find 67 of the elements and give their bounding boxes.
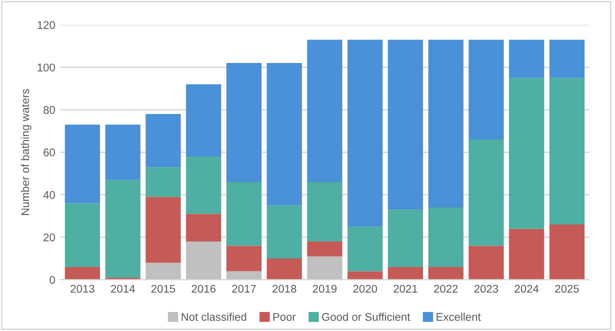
bar <box>105 180 140 278</box>
bar <box>226 246 262 272</box>
x-tick-label: 2024 <box>514 284 539 293</box>
bar <box>146 196 181 263</box>
legend-label: Good or Sufficient <box>322 312 410 321</box>
bar <box>105 124 140 180</box>
x-tick-label: 2025 <box>555 284 579 293</box>
y-tick-label: 120 <box>38 21 55 29</box>
x-tick-label: 2023 <box>474 284 498 293</box>
bar <box>266 205 302 258</box>
legend-label: Poor <box>273 313 296 321</box>
bar <box>186 241 222 280</box>
x-tick-label: 2013 <box>70 284 94 293</box>
bar <box>226 63 262 182</box>
y-axis-title: Number of bathing waters <box>20 89 32 215</box>
y-tick-label: 60 <box>44 148 55 156</box>
bar <box>186 214 222 242</box>
x-tick-label: 2014 <box>111 284 135 293</box>
bar <box>509 228 544 280</box>
x-tick-label: 2020 <box>353 284 378 293</box>
x-tick-label: 2016 <box>192 284 216 293</box>
y-tick-label: 20 <box>44 233 55 242</box>
bar <box>64 203 100 267</box>
y-tick-label: 80 <box>44 106 55 114</box>
bar <box>64 266 100 280</box>
bar <box>428 207 464 267</box>
legend-label: Excellent <box>436 312 481 321</box>
bar <box>428 266 464 280</box>
x-tick-label: 2018 <box>272 284 296 293</box>
x-tick-label: 2019 <box>312 284 337 293</box>
bar <box>388 210 424 267</box>
bar <box>468 246 504 280</box>
bar <box>307 256 342 280</box>
bar <box>468 140 504 246</box>
bar <box>186 156 222 214</box>
bar <box>509 78 544 229</box>
bar <box>307 241 342 256</box>
legend-label: Not classified <box>182 312 246 321</box>
bar <box>388 266 424 280</box>
bar <box>266 63 302 206</box>
bar <box>468 40 504 140</box>
x-tick-label: 2022 <box>434 284 458 293</box>
bar <box>146 167 181 197</box>
bar <box>348 40 383 227</box>
bar <box>186 84 222 157</box>
bar <box>549 224 585 280</box>
bar <box>428 40 464 208</box>
bar <box>509 40 544 78</box>
x-tick-label: 2017 <box>232 284 256 293</box>
bar <box>549 78 585 224</box>
bar <box>307 182 342 242</box>
bar <box>146 262 181 280</box>
bar <box>307 40 342 182</box>
bar <box>226 271 262 280</box>
x-tick-label: 2015 <box>151 284 176 293</box>
bar <box>549 40 585 78</box>
bar <box>348 226 383 272</box>
bar <box>146 114 181 168</box>
bar <box>266 258 302 280</box>
x-tick-label: 2021 <box>394 284 418 293</box>
bar <box>64 124 100 204</box>
y-tick-label: 100 <box>38 64 55 72</box>
bar <box>388 40 424 210</box>
bar <box>348 271 383 280</box>
y-tick-label: 40 <box>43 191 55 199</box>
bar <box>226 182 262 246</box>
y-tick-label: 0 <box>50 276 55 284</box>
